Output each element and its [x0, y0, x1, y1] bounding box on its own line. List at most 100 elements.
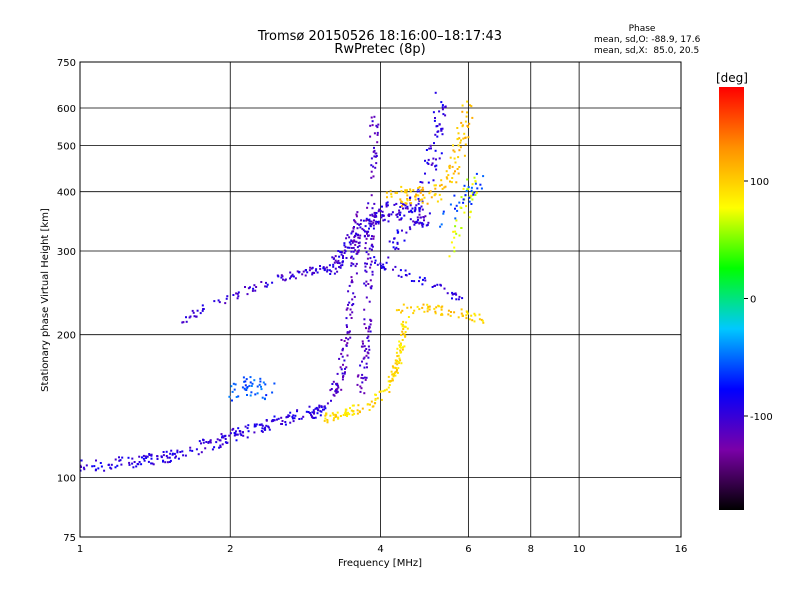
y-tick-label: 750	[57, 58, 76, 69]
data-point	[339, 264, 342, 267]
data-point	[436, 135, 439, 138]
data-point	[237, 427, 240, 430]
data-point	[345, 344, 348, 347]
data-point	[259, 380, 262, 383]
data-point	[449, 203, 452, 206]
data-point	[471, 319, 474, 322]
data-point	[231, 428, 234, 431]
data-point	[455, 298, 458, 301]
data-point	[387, 380, 390, 383]
data-point	[162, 460, 164, 463]
data-point	[264, 383, 267, 386]
data-point	[370, 116, 373, 119]
data-point	[329, 414, 332, 417]
data-point	[457, 316, 460, 319]
data-point	[349, 336, 352, 339]
data-point	[339, 251, 342, 254]
data-point	[458, 137, 461, 140]
data-point	[419, 191, 422, 194]
data-point	[352, 230, 355, 233]
data-point	[365, 327, 367, 330]
data-point	[406, 189, 408, 192]
data-point	[404, 269, 407, 272]
data-point	[457, 132, 460, 135]
data-point	[326, 421, 329, 424]
data-point	[359, 223, 362, 225]
data-point	[177, 457, 180, 460]
data-point	[434, 193, 437, 196]
data-point	[373, 115, 376, 118]
data-point	[470, 186, 473, 189]
data-point	[346, 307, 349, 310]
data-point	[450, 241, 453, 244]
data-point	[364, 262, 367, 265]
data-point	[453, 250, 456, 253]
data-point	[254, 425, 257, 428]
data-point	[213, 446, 216, 449]
data-point	[371, 214, 374, 217]
data-point	[445, 176, 448, 179]
data-point	[392, 268, 394, 271]
data-point	[456, 137, 459, 140]
data-point	[325, 413, 328, 416]
data-point	[320, 406, 323, 409]
data-point	[162, 451, 165, 453]
data-point	[273, 419, 276, 422]
data-point	[392, 246, 395, 249]
data-point	[365, 376, 368, 379]
data-point	[377, 123, 380, 126]
data-point	[409, 198, 411, 201]
data-point	[475, 191, 478, 194]
data-point	[387, 375, 390, 378]
data-point	[261, 424, 264, 427]
data-point	[443, 186, 446, 189]
data-point	[289, 277, 291, 280]
data-point	[372, 224, 375, 227]
data-point	[261, 396, 264, 399]
data-point	[365, 219, 368, 222]
data-point	[386, 196, 388, 199]
data-point	[461, 104, 464, 107]
data-point	[237, 295, 240, 298]
data-point	[355, 215, 358, 218]
data-point	[387, 256, 390, 259]
data-point	[260, 388, 263, 391]
data-point	[361, 340, 364, 343]
data-point	[347, 338, 350, 341]
data-point	[374, 259, 377, 262]
data-point	[375, 212, 378, 214]
data-point	[374, 166, 377, 169]
data-point	[363, 234, 366, 237]
data-point	[380, 267, 383, 269]
data-point	[336, 372, 339, 375]
data-point	[400, 218, 402, 221]
data-point	[292, 420, 295, 423]
data-point	[350, 409, 353, 412]
data-point	[200, 442, 202, 445]
data-point	[468, 104, 471, 107]
data-point	[107, 464, 110, 466]
data-point	[244, 384, 247, 387]
data-point	[308, 269, 311, 272]
data-point	[435, 168, 438, 171]
data-point	[352, 292, 355, 295]
data-point	[410, 209, 413, 212]
data-point	[366, 403, 369, 406]
data-point	[252, 287, 255, 290]
data-point	[280, 274, 283, 277]
data-point	[441, 313, 444, 316]
data-point	[230, 385, 233, 388]
data-point	[281, 423, 283, 425]
data-point	[463, 184, 466, 187]
data-point	[326, 269, 329, 272]
data-point	[351, 404, 354, 407]
data-point	[405, 231, 408, 234]
data-point	[481, 319, 484, 322]
data-point	[440, 101, 443, 104]
data-point	[277, 417, 280, 420]
data-point	[455, 181, 458, 184]
data-point	[401, 348, 404, 351]
data-point	[375, 162, 378, 165]
data-point	[119, 459, 122, 462]
data-point	[281, 420, 284, 422]
